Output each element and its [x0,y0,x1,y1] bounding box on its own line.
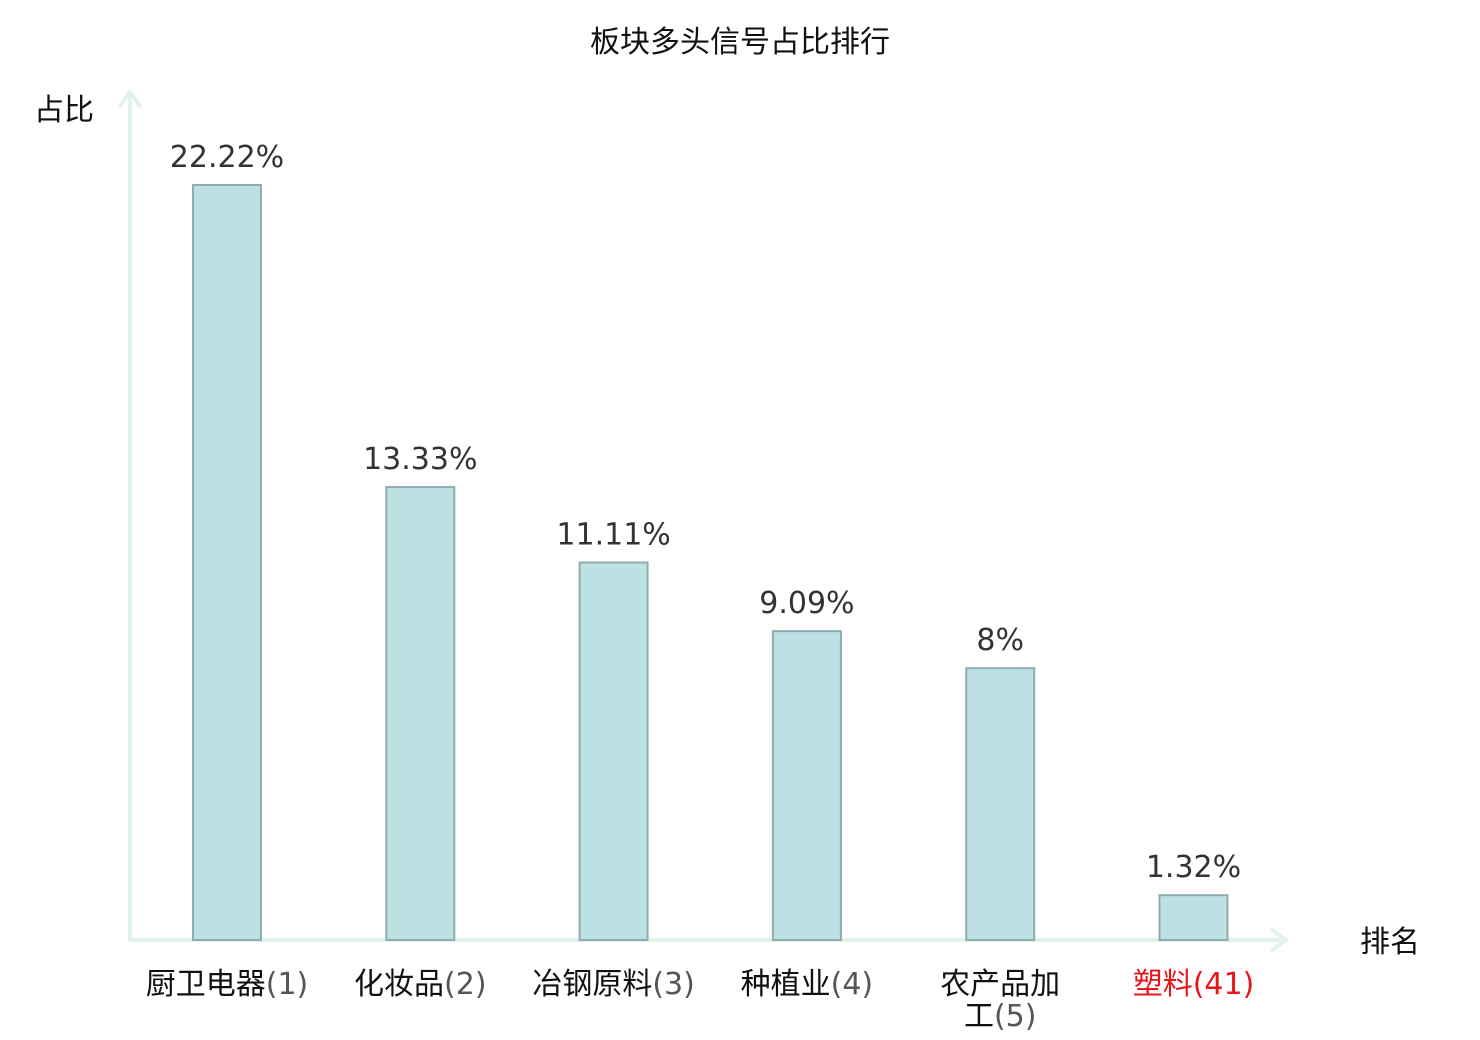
bar-5 [965,667,1036,941]
bar-3 [578,561,649,941]
value-label-3: 11.11% [556,518,670,553]
bar-6 [1158,894,1229,941]
value-label-6: 1.32% [1146,850,1241,885]
bar-1 [192,184,262,941]
value-label-4: 9.09% [759,586,854,621]
chart-title: 板块多头信号占比排行 [590,25,890,60]
category-label-2: 化妆品(2) [354,967,487,1002]
category-label-5-line-1: 农产品加 [940,967,1060,1002]
value-labels-group: 22.22% 13.33% 11.11% 9.09% 8% 1.32% [170,140,1241,885]
value-label-5: 8% [976,623,1024,658]
y-axis-label: 占比 [34,93,94,128]
value-label-2: 13.33% [363,442,477,477]
value-label-1: 22.22% [170,140,284,175]
y-axis [118,90,142,942]
category-label-4: 种植业(4) [741,967,874,1002]
category-label-1: 厨卫电器(1) [146,967,309,1002]
category-label-3: 冶钢原料(3) [532,967,695,1002]
bars-group [192,184,1229,941]
bar-4 [771,630,842,941]
category-label-5-line-2: 工(5) [964,999,1036,1034]
bar-2 [385,486,456,941]
category-label-6: 塑料(41) [1133,967,1255,1002]
x-axis-label: 排名 [1360,925,1420,960]
x-axis [128,928,1288,952]
